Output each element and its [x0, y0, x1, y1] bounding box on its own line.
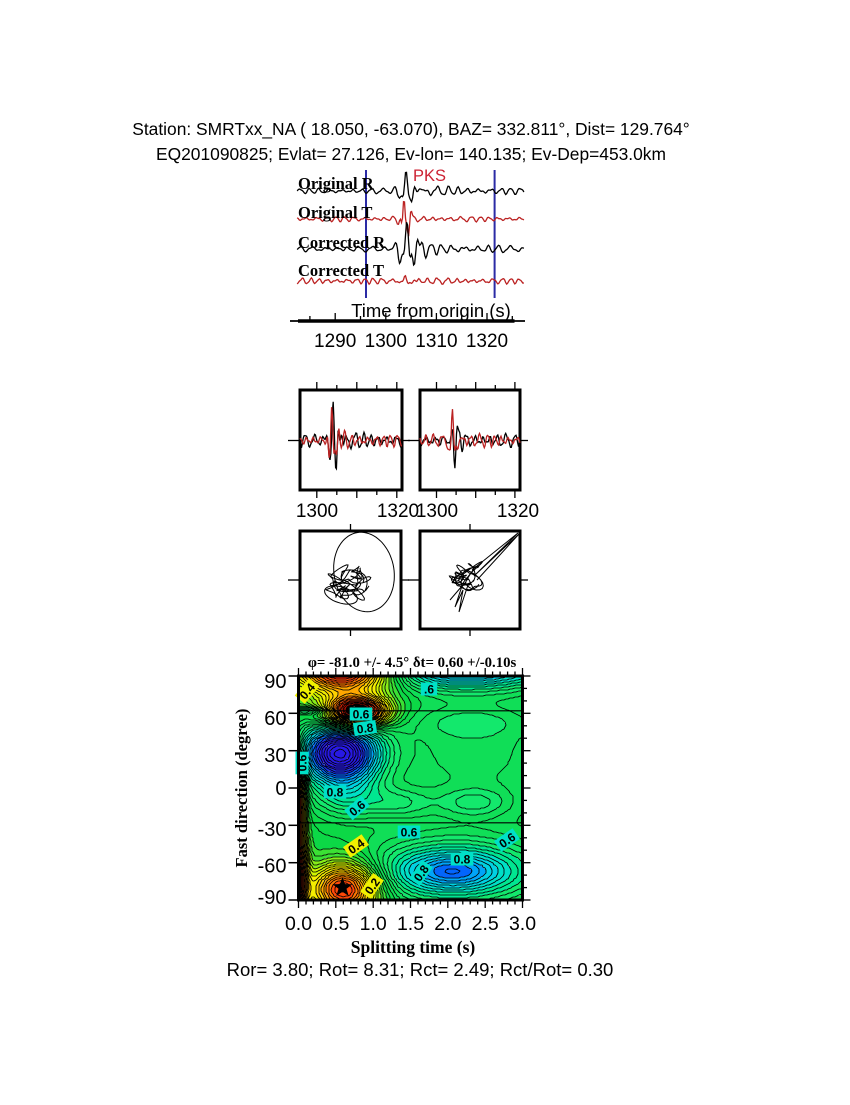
svg-text:1290: 1290 — [314, 331, 356, 352]
svg-text:PKS: PKS — [413, 167, 446, 185]
svg-text:1320: 1320 — [377, 501, 419, 522]
svg-text:30: 30 — [264, 745, 286, 767]
svg-text:90: 90 — [264, 671, 286, 693]
svg-text:1300: 1300 — [365, 331, 407, 352]
svg-text:-60: -60 — [258, 856, 287, 878]
svg-text:3.0: 3.0 — [509, 913, 536, 935]
svg-text:0.8: 0.8 — [327, 786, 344, 800]
svg-text:1320: 1320 — [466, 331, 508, 352]
svg-text:2.0: 2.0 — [434, 913, 461, 935]
svg-text:-30: -30 — [258, 819, 287, 841]
svg-text:EQ201090825; Evlat= 27.126, E: EQ201090825; Evlat= 27.126, Ev-lon= 140.… — [156, 144, 666, 164]
svg-text:1320: 1320 — [497, 501, 539, 522]
svg-text:0.8: 0.8 — [454, 853, 471, 867]
svg-text:Corrected R: Corrected R — [298, 233, 386, 252]
svg-text:Station: SMRTxx_NA ( 18.050,: Station: SMRTxx_NA ( 18.050, -63.070), B… — [132, 119, 690, 139]
svg-text:φ= -81.0 +/- 4.5° δt= 0.60 +/-: φ= -81.0 +/- 4.5° δt= 0.60 +/-0.10s — [308, 655, 517, 671]
svg-text:Splitting time (s): Splitting time (s) — [351, 937, 476, 957]
svg-text:0.5: 0.5 — [322, 913, 349, 935]
svg-text:60: 60 — [264, 708, 286, 730]
svg-text:Corrected T: Corrected T — [298, 261, 384, 280]
svg-text:Original R: Original R — [298, 174, 375, 193]
svg-text:0.0: 0.0 — [285, 913, 312, 935]
svg-text:0.6: 0.6 — [353, 708, 370, 722]
svg-text:1300: 1300 — [416, 501, 458, 522]
svg-text:1310: 1310 — [415, 331, 457, 352]
svg-text:Ror= 3.80; Rot= 8.31; Rct= 2.4: Ror= 3.80; Rot= 8.31; Rct= 2.49; Rct/Rot… — [227, 959, 614, 980]
svg-text:Original T: Original T — [298, 203, 372, 222]
svg-text:1.0: 1.0 — [360, 913, 387, 935]
svg-text:-90: -90 — [258, 887, 287, 909]
svg-text:2.5: 2.5 — [472, 913, 499, 935]
svg-text:Fast direction (degree): Fast direction (degree) — [232, 709, 251, 868]
svg-text:1300: 1300 — [296, 501, 338, 522]
svg-text:0: 0 — [275, 778, 286, 800]
svg-text:.6: .6 — [424, 683, 434, 697]
svg-text:Time from origin (s): Time from origin (s) — [351, 300, 511, 321]
svg-text:1.5: 1.5 — [397, 913, 424, 935]
svg-text:0.8: 0.8 — [356, 720, 375, 736]
svg-text:0.6: 0.6 — [401, 826, 418, 840]
